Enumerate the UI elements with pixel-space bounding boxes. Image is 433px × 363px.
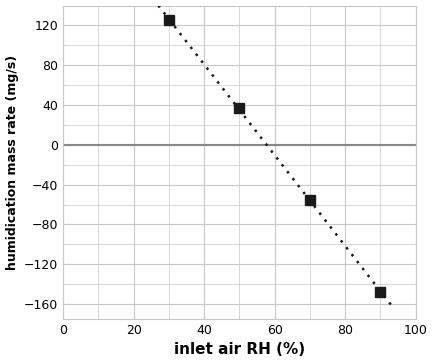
Y-axis label: humidication mass rate (mg/s): humidication mass rate (mg/s)	[6, 55, 19, 270]
X-axis label: inlet air RH (%): inlet air RH (%)	[174, 342, 305, 358]
